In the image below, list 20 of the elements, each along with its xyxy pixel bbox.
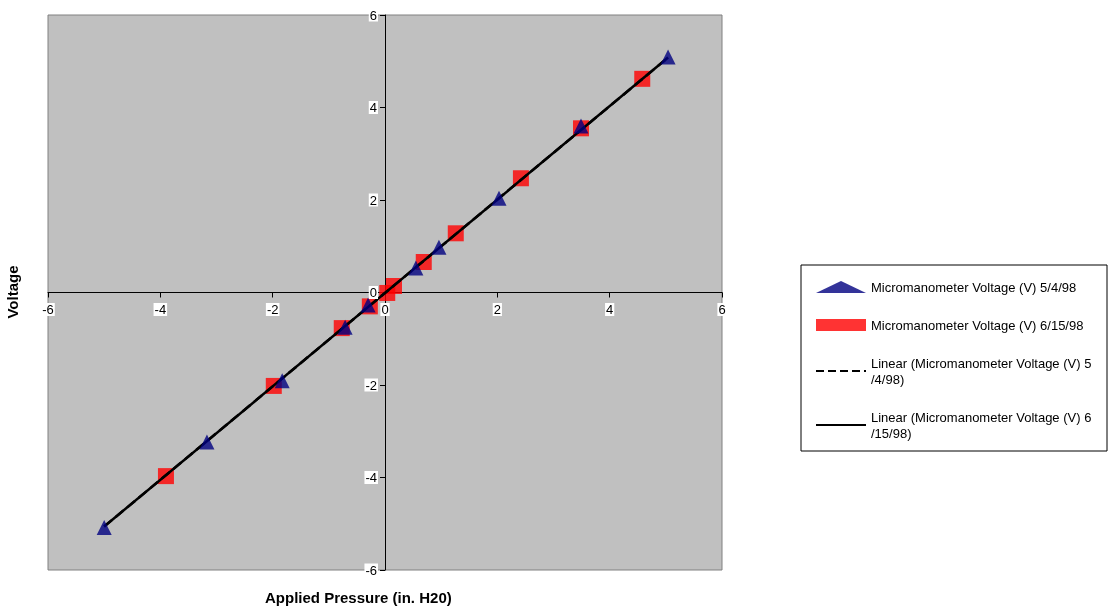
x-tick-label: -4 xyxy=(154,302,167,317)
x-tick-label: 6 xyxy=(718,302,726,317)
y-tick-label: 0 xyxy=(369,285,377,300)
legend-label: Micromanometer Voltage (V) 6/15/98 xyxy=(871,317,1084,333)
y-tick-label: -6 xyxy=(365,562,377,578)
legend-label: Linear (Micromanometer Voltage (V) 5/4/98) xyxy=(871,355,1092,387)
y-tick-label: -4 xyxy=(365,470,377,485)
x-tick-label: -6 xyxy=(42,302,54,317)
x-tick-label: 4 xyxy=(606,302,614,317)
y-axis-title: Voltage xyxy=(3,265,21,319)
y-tick-label: 6 xyxy=(369,7,377,23)
x-axis-title: Applied Pressure (in. H20) xyxy=(265,589,452,606)
x-tick-label: 0 xyxy=(381,302,389,317)
y-tick-label: 2 xyxy=(369,192,377,208)
x-tick-label: -2 xyxy=(266,302,279,317)
legend-label: Micromanometer Voltage (V) 5/4/98 xyxy=(871,279,1077,295)
legend-label: Linear (Micromanometer Voltage (V) 6/15/98) xyxy=(871,409,1092,441)
y-tick-label: -2 xyxy=(365,377,377,393)
x-tick-label: 2 xyxy=(493,302,501,317)
y-tick-label: 4 xyxy=(369,100,377,115)
